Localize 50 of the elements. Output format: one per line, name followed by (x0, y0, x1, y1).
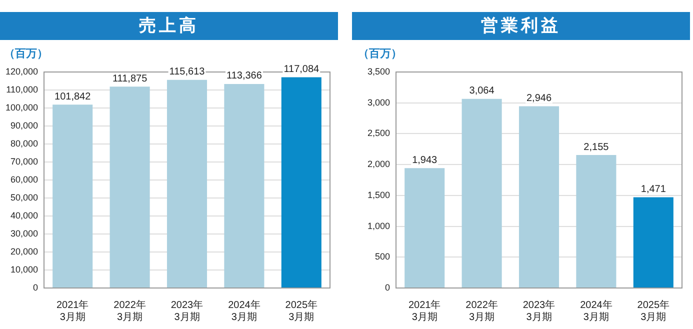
y-tick-label: 110,000 (6, 84, 38, 94)
data-label: 113,366 (226, 70, 262, 82)
x-tick-label: 2024年 3月期 (580, 298, 612, 323)
x-tick-label: 2021年 3月期 (408, 298, 441, 323)
x-tick-label: 2025年 3月期 (637, 298, 670, 323)
chart-title: 売上高 (0, 12, 338, 40)
data-label: 1,943 (412, 154, 438, 166)
y-tick-label: 80,000 (10, 138, 38, 148)
bar (462, 98, 502, 288)
y-tick-label: 0 (384, 282, 390, 292)
data-label: 101,842 (54, 91, 92, 102)
data-label: 1,471 (640, 184, 666, 195)
x-tick-label: 2024年 3月期 (228, 298, 260, 323)
x-tick-label: 2022年 3月期 (466, 298, 498, 323)
x-tick-label: 2025年 3月期 (285, 298, 318, 323)
data-label: 2,155 (584, 142, 610, 153)
y-tick-label: 50,000 (10, 192, 38, 202)
x-tick-label: 2023年 3月期 (170, 298, 204, 323)
data-label: 3,064 (469, 86, 495, 97)
data-label: 2,946 (526, 92, 552, 104)
y-tick-label: 1,500 (367, 190, 390, 200)
data-label: 115,613 (169, 66, 206, 78)
y-tick-label: 2,500 (367, 128, 390, 138)
y-tick-label: 0 (32, 282, 38, 292)
y-tick-label: 3,000 (367, 97, 390, 108)
y-tick-label: 100,000 (5, 102, 38, 112)
y-tick-label: 70,000 (10, 156, 38, 166)
y-tick-label: 30,000 (10, 228, 38, 238)
y-tick-label: 20,000 (10, 246, 38, 256)
data-label: 111,875 (112, 73, 148, 84)
bar (404, 168, 445, 288)
y-tick-label: 120,000 (5, 66, 38, 76)
bar (518, 106, 560, 288)
y-tick-label: 2,000 (367, 159, 390, 170)
y-axis-title: （百万） (4, 46, 48, 61)
y-tick-label: 500 (374, 252, 390, 262)
x-tick-label: 2022年 3月期 (114, 298, 146, 323)
chart-title: 営業利益 (352, 12, 690, 40)
x-tick-label: 2023年 3月期 (522, 298, 556, 323)
bar (576, 155, 616, 288)
y-tick-label: 10,000 (10, 264, 38, 274)
y-tick-label: 60,000 (10, 174, 38, 184)
data-label: 117,084 (284, 64, 320, 75)
y-tick-label: 40,000 (10, 210, 38, 220)
y-tick-label: 1,000 (367, 220, 390, 231)
x-tick-label: 2021年 3月期 (56, 298, 89, 323)
y-axis-title: （百万） (358, 46, 402, 61)
y-tick-label: 3,500 (367, 66, 390, 76)
y-tick-label: 90,000 (10, 120, 38, 130)
bar (633, 197, 674, 288)
